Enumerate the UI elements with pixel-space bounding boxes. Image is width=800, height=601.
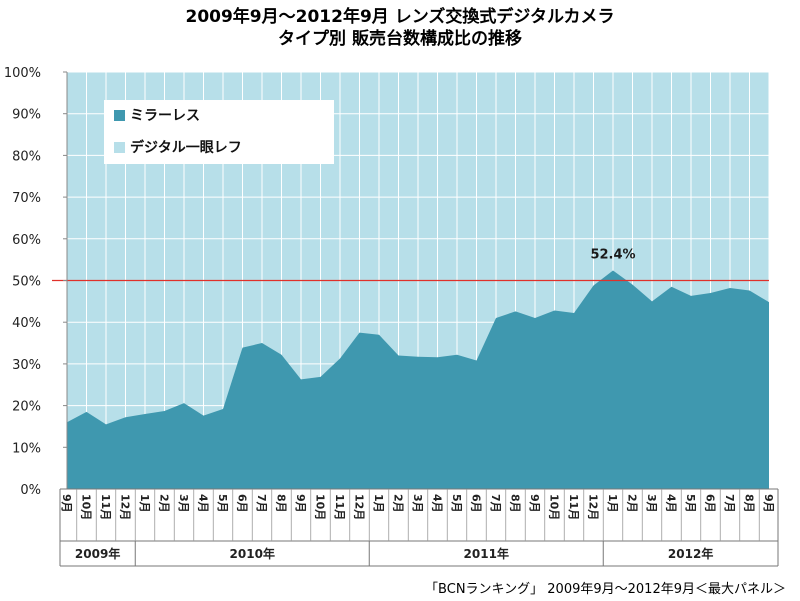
x-tick-label: 1月: [606, 494, 619, 513]
x-tick-label: 2月: [626, 494, 639, 513]
peak-label: 52.4%: [590, 247, 635, 262]
x-tick-label: 10月: [80, 494, 93, 520]
x-tick-label: 12月: [119, 494, 132, 520]
x-tick-label: 4月: [197, 494, 210, 513]
x-tick-label: 4月: [665, 494, 678, 513]
x-tick-label: 5月: [216, 494, 229, 513]
y-tick-label: 90%: [12, 108, 41, 123]
x-tick-label: 7月: [723, 494, 736, 513]
x-tick-label: 5月: [684, 494, 697, 513]
y-tick-label: 70%: [12, 191, 41, 206]
source-note: 「BCNランキング」 2009年9月～2012年9月＜最大パネル＞: [425, 582, 786, 597]
year-label: 2009年: [75, 546, 120, 561]
title-line-2: タイプ別 販売台数構成比の推移: [278, 29, 522, 49]
x-tick-label: 5月: [450, 494, 463, 513]
y-tick-label: 100%: [4, 66, 41, 81]
y-tick-label: 80%: [12, 149, 41, 164]
y-tick-label: 0%: [20, 483, 41, 498]
mirrorless-area: [67, 270, 769, 489]
x-axis: 9月 10月 11月 12月 1月 2月 3月 4月 5月 6月 7月 8月 9月 10月 11月 12月 1月…: [59, 488, 779, 567]
y-tick-label: 30%: [12, 358, 41, 373]
y-axis: 0% 10% 20% 30% 40% 50% 60% 70% 80% 90% 100%: [4, 66, 68, 498]
y-tick-label: 20%: [12, 400, 41, 415]
y-tick-label: 60%: [12, 233, 41, 248]
legend-label-mirrorless: ミラーレス: [130, 108, 200, 124]
x-tick-label: 8月: [743, 494, 756, 513]
x-tick-label: 2月: [392, 494, 405, 513]
x-tick-label: 9月: [60, 494, 73, 513]
year-label: 2010年: [230, 546, 275, 561]
x-tick-label: 10月: [314, 494, 327, 520]
y-tick-label: 50%: [12, 275, 41, 290]
y-tick-label: 40%: [12, 316, 41, 331]
x-tick-label: 9月: [762, 494, 775, 513]
x-tick-label: 7月: [489, 494, 502, 513]
y-tick-label: 10%: [12, 441, 41, 456]
x-tick-label: 10月: [548, 494, 561, 520]
x-tick-label: 2月: [158, 494, 171, 513]
legend-swatch-dslr: [114, 142, 125, 153]
x-tick-label: 3月: [177, 494, 190, 513]
x-tick-label: 1月: [138, 494, 151, 513]
legend-label-dslr: デジタル一眼レフ: [130, 139, 242, 156]
x-tick-label: 3月: [645, 494, 658, 513]
x-tick-label: 6月: [470, 494, 483, 513]
legend-box: [104, 100, 334, 164]
legend-swatch-mirrorless: [114, 110, 125, 121]
x-tick-label: 11月: [567, 494, 580, 520]
year-label: 2012年: [668, 546, 713, 561]
x-tick-label: 3月: [411, 494, 424, 513]
x-tick-label: 12月: [353, 494, 366, 520]
x-tick-label: 6月: [236, 494, 249, 513]
legend: ミラーレス デジタル一眼レフ: [104, 100, 334, 164]
x-tick-label: 11月: [99, 494, 112, 520]
x-tick-label: 8月: [509, 494, 522, 513]
title-line-1: 2009年9月～2012年9月 レンズ交換式デジタルカメラ: [185, 7, 615, 27]
x-tick-label: 8月: [275, 494, 288, 513]
x-tick-label: 4月: [431, 494, 444, 513]
x-tick-label: 11月: [333, 494, 346, 520]
x-tick-label: 6月: [704, 494, 717, 513]
year-label: 2011年: [464, 546, 509, 561]
x-tick-label: 7月: [255, 494, 268, 513]
x-tick-label: 9月: [294, 494, 307, 513]
chart-title: 2009年9月～2012年9月 レンズ交換式デジタルカメラ タイプ別 販売台数構…: [0, 6, 800, 50]
x-tick-label: 12月: [587, 494, 600, 520]
x-tick-label: 9月: [528, 494, 541, 513]
x-tick-label: 1月: [372, 494, 385, 513]
